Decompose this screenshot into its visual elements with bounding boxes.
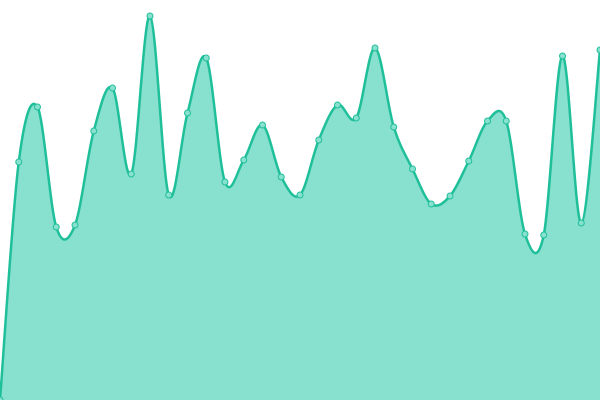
point <box>240 156 248 164</box>
point <box>146 12 154 20</box>
area-fill <box>0 15 600 400</box>
point <box>521 230 529 238</box>
point <box>390 123 398 131</box>
point <box>334 101 341 109</box>
point <box>296 191 304 199</box>
point <box>446 192 454 200</box>
point <box>221 178 229 186</box>
point <box>465 157 473 165</box>
point <box>109 84 116 92</box>
point <box>315 136 323 144</box>
point <box>71 221 79 229</box>
point <box>34 103 41 111</box>
point <box>202 54 210 62</box>
point <box>559 52 566 60</box>
point <box>409 165 416 173</box>
point <box>127 170 135 178</box>
point <box>52 223 60 231</box>
point <box>596 46 600 54</box>
point <box>540 231 548 239</box>
point <box>0 396 4 400</box>
point <box>165 191 173 199</box>
point <box>427 200 435 208</box>
point <box>484 117 491 125</box>
point <box>277 173 285 181</box>
point <box>90 127 98 135</box>
point <box>577 219 585 227</box>
point <box>371 44 379 52</box>
point <box>15 158 23 166</box>
point <box>352 114 360 122</box>
point <box>259 121 266 129</box>
point <box>502 117 510 125</box>
point <box>184 109 191 117</box>
